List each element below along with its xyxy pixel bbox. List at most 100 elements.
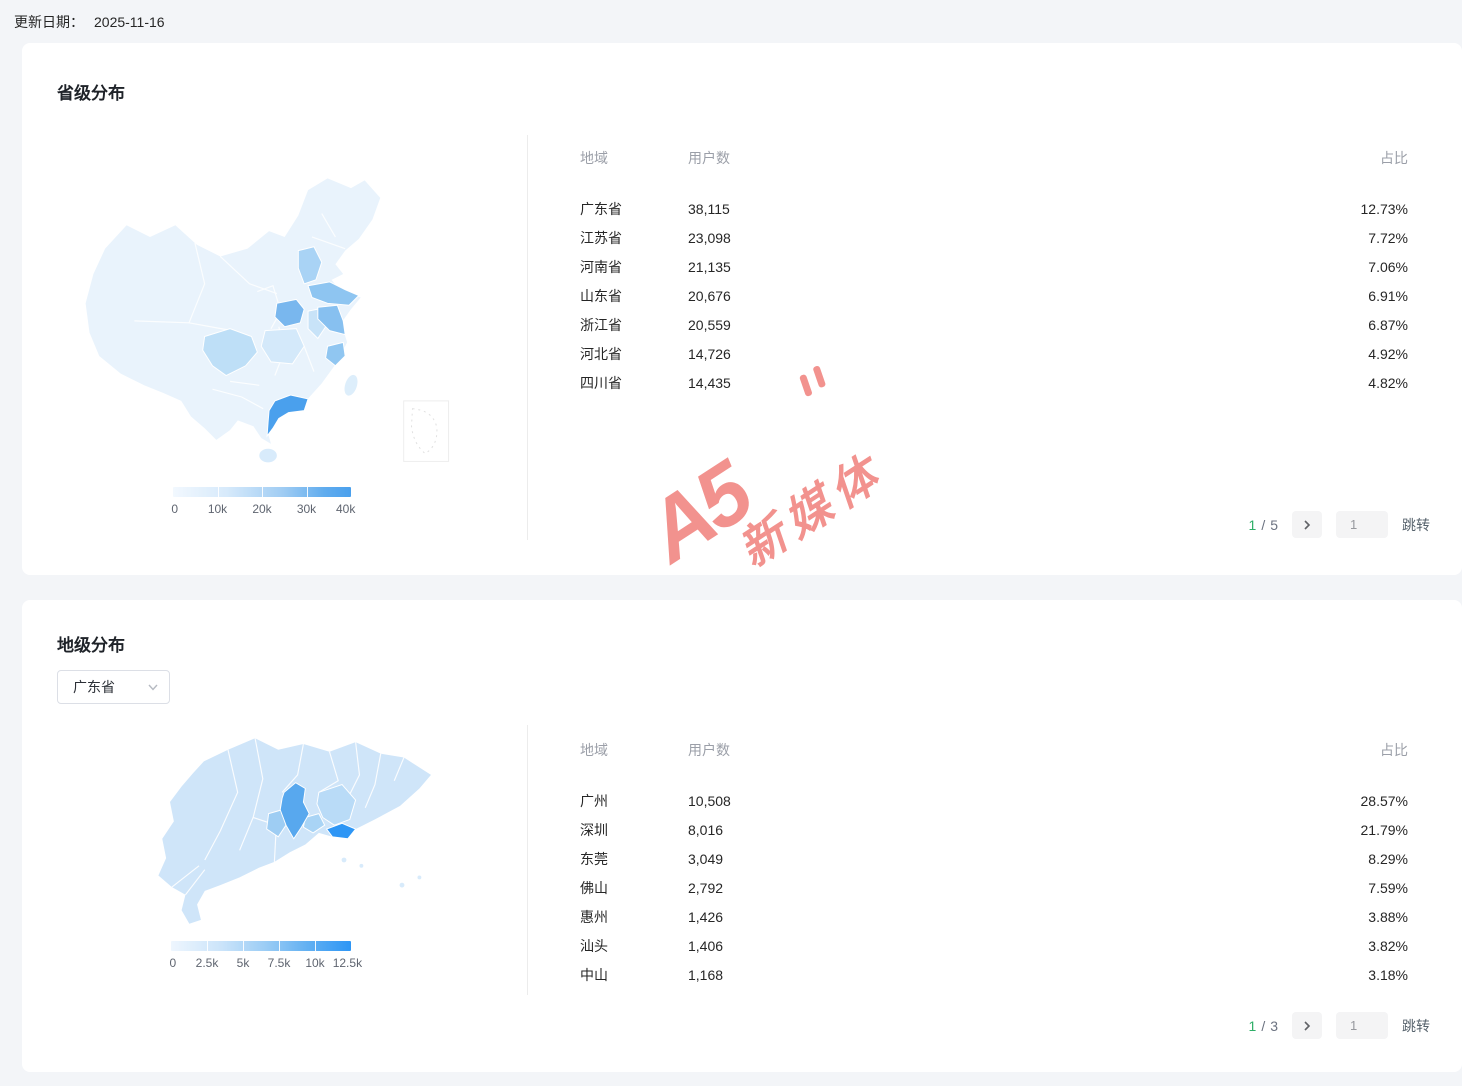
total-pages: 3 <box>1270 1017 1278 1034</box>
table-row: 浙江省 20,559 6.87% <box>580 311 1408 340</box>
users-cell: 10,508 <box>688 793 731 809</box>
legend-tick: 5k <box>236 956 250 970</box>
province-hebei[interactable] <box>297 246 323 285</box>
users-cell: 23,098 <box>688 230 731 246</box>
legend-tick: 10k <box>305 956 325 970</box>
users-cell: 1,426 <box>688 909 724 925</box>
table-row: 四川省 14,435 4.82% <box>580 369 1408 398</box>
pct-cell: 8.29% <box>1368 851 1408 867</box>
region-table: 地域 用户数 占比 广州 10,508 28.57% 深圳 8,016 21.79% 东… <box>580 740 1408 990</box>
table-row: 广州 10,508 28.57% <box>580 787 1408 816</box>
province-henan[interactable] <box>274 298 305 328</box>
region-cell: 河北省 <box>580 346 622 362</box>
legend-tick: 10k <box>207 502 228 516</box>
region-cell: 惠州 <box>580 909 608 925</box>
hainan-island <box>259 448 277 463</box>
table-row: 山东省 20,676 6.91% <box>580 282 1408 311</box>
region-cell: 深圳 <box>580 822 608 838</box>
jump-button[interactable]: 跳转 <box>1402 516 1430 533</box>
region-cell: 江苏省 <box>580 230 622 246</box>
next-page-button[interactable] <box>1292 1012 1322 1039</box>
pct-cell: 6.87% <box>1368 317 1408 333</box>
table-row: 中山 1,168 3.18% <box>580 961 1408 990</box>
province-jiangsu[interactable] <box>317 304 346 336</box>
update-date-label: 更新日期： <box>14 14 84 30</box>
pct-cell: 3.18% <box>1368 967 1408 983</box>
guangdong-choropleth-map[interactable] <box>112 724 460 938</box>
pagination: 1 / 5 跳转 <box>1249 511 1430 538</box>
region-cell: 汕头 <box>580 938 608 954</box>
users-cell: 38,115 <box>688 201 730 217</box>
province-select-value: 广东省 <box>73 679 115 695</box>
city-foshan[interactable] <box>266 809 287 838</box>
legend-tick: 0 <box>169 956 177 970</box>
visual-map-legend: 0 2.5k 5k 7.5k 10k 12.5k <box>169 941 362 972</box>
next-page-button[interactable] <box>1292 511 1322 538</box>
legend-gradient-bar <box>173 487 351 497</box>
region-cell: 广东省 <box>580 201 622 217</box>
pct-cell: 12.73% <box>1360 201 1408 217</box>
province-borders <box>134 213 346 410</box>
table-row: 江苏省 23,098 7.72% <box>580 224 1408 253</box>
table-row: 东莞 3,049 8.29% <box>580 845 1408 874</box>
province-distribution-card: 省级分布 <box>22 43 1462 575</box>
taiwan-island <box>344 374 358 396</box>
region-cell: 中山 <box>580 967 608 983</box>
pct-cell: 28.57% <box>1360 793 1408 809</box>
col-users: 用户数 <box>688 150 730 166</box>
users-cell: 14,435 <box>688 375 731 391</box>
region-cell: 河南省 <box>580 259 622 275</box>
current-page: 1 <box>1248 1017 1257 1034</box>
users-cell: 14,726 <box>688 346 731 362</box>
legend-tick: 30k <box>296 502 317 516</box>
city-huizhou <box>316 784 357 826</box>
region-cell: 山东省 <box>580 288 622 304</box>
province-anhui <box>307 308 327 340</box>
divider <box>527 725 528 995</box>
province-zhejiang[interactable] <box>325 341 346 367</box>
page-jump-input[interactable] <box>1336 511 1388 538</box>
islands <box>341 857 422 888</box>
divider <box>527 135 528 540</box>
legend-tick: 7.5k <box>267 956 291 970</box>
pct-cell: 7.06% <box>1368 259 1408 275</box>
page-jump-input[interactable] <box>1336 1012 1388 1039</box>
region-table: 地域 用户数 占比 广东省 38,115 12.73% 江苏省 23,098 7.72%… <box>580 148 1408 398</box>
update-date-bar: 更新日期： 2025-11-16 <box>14 12 165 32</box>
city-distribution-card: 地级分布 广东省 <box>22 600 1462 1072</box>
city-dongguan[interactable] <box>302 813 326 834</box>
table-header: 地域 用户数 占比 <box>580 148 1408 168</box>
card-title-city: 地级分布 <box>57 636 125 655</box>
jump-button[interactable]: 跳转 <box>1402 1017 1430 1034</box>
legend-tick: 12.5k <box>332 956 363 970</box>
region-cell: 东莞 <box>580 851 608 867</box>
legend-tick: 20k <box>252 502 272 516</box>
users-cell: 1,168 <box>688 967 724 983</box>
table-row: 河南省 21,135 7.06% <box>580 253 1408 282</box>
chevron-down-icon <box>148 684 158 691</box>
pct-cell: 4.92% <box>1368 346 1408 362</box>
region-cell: 广州 <box>580 793 608 809</box>
table-row: 深圳 8,016 21.79% <box>580 816 1408 845</box>
table-row: 河北省 14,726 4.92% <box>580 340 1408 369</box>
province-shandong[interactable] <box>307 281 360 306</box>
chevron-right-icon <box>1304 1020 1311 1031</box>
table-row: 惠州 1,426 3.88% <box>580 903 1408 932</box>
pct-cell: 21.79% <box>1360 822 1408 838</box>
table-row: 佛山 2,792 7.59% <box>580 874 1408 903</box>
col-pct: 占比 <box>1380 150 1408 166</box>
users-cell: 20,676 <box>688 288 731 304</box>
province-sichuan[interactable] <box>202 328 258 377</box>
south-china-sea-inset <box>403 400 450 462</box>
city-guangzhou[interactable] <box>279 782 310 840</box>
pagination: 1 / 3 跳转 <box>1249 1012 1430 1039</box>
province-guangdong[interactable] <box>266 394 309 438</box>
pct-cell: 3.82% <box>1368 938 1408 954</box>
legend-tick: 0 <box>171 502 179 516</box>
pct-cell: 3.88% <box>1368 909 1408 925</box>
china-choropleth-map[interactable] <box>65 155 477 477</box>
pct-cell: 7.59% <box>1368 880 1408 896</box>
province-select[interactable]: 广东省 <box>57 670 170 704</box>
legend-tick: 40k <box>335 502 356 516</box>
city-shenzhen[interactable] <box>325 822 357 840</box>
